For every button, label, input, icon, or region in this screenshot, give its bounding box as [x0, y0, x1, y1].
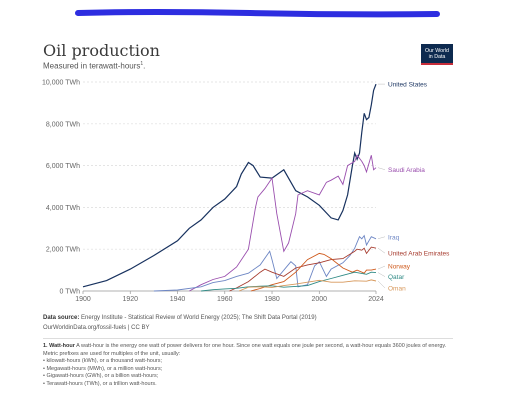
chart-subtitle: Measured in terawatt-hours1.	[43, 61, 146, 71]
footnote-item: • kilowatt-hours (kWh), or a thousand wa…	[43, 358, 162, 365]
series-line-united-states	[82, 83, 377, 288]
x-tick-label: 1980	[264, 296, 280, 303]
series-label-qatar: Qatar	[388, 274, 405, 281]
x-tick-label: 1940	[170, 296, 186, 303]
series-label-oman: Oman	[388, 285, 406, 292]
logo-line-2: in Data	[428, 53, 446, 60]
source-text: Energy Institute - Statistical Review of…	[81, 315, 317, 321]
footnote-prefix-intro: Metric prefixes are used for multiples o…	[43, 350, 181, 357]
series-labels: United States Saudi Arabia Iraq United Arab…	[377, 82, 450, 292]
series-label-connector	[377, 280, 386, 289]
series-label-norway: Norway	[388, 264, 411, 271]
y-tick-label: 0 TWh	[60, 289, 81, 296]
series-label-connector	[377, 265, 386, 270]
y-tick-label: 2,000 TWh	[46, 247, 80, 254]
scribble-annotation	[75, 9, 440, 18]
y-tick-label: 4,000 TWh	[46, 205, 80, 212]
logo-line-1: Our World	[424, 47, 450, 54]
series-label-united-arab-emirates: United Arab Emirates	[388, 251, 450, 258]
y-axis-ticks: 0 TWh 2,000 TWh 4,000 TWh 6,000 TWh 8,000 TW…	[42, 80, 80, 296]
footnote-item: • Terawatt-hours (TWh), or a trillion wa…	[43, 380, 157, 387]
series-label-saudi-arabia: Saudi Arabia	[388, 167, 425, 174]
series-line-iraq	[153, 234, 377, 292]
series-label-connector	[377, 272, 386, 277]
series-lines	[82, 83, 377, 292]
y-tick-label: 8,000 TWh	[46, 121, 80, 128]
source-url[interactable]: OurWorldinData.org/fossil-fuels | CC BY	[43, 325, 150, 331]
grid-lines	[83, 81, 376, 292]
x-tick-label: 1920	[122, 296, 138, 303]
x-tick-label: 2000	[312, 296, 328, 303]
footnote-item: • Megawatt-hours (MWh), or a million wat…	[43, 365, 163, 372]
series-line-united-arab-emirates	[229, 246, 377, 292]
series-label-united-states: United States	[388, 82, 428, 89]
series-label-iraq: Iraq	[388, 234, 400, 241]
x-axis-ticks: 1900 1920 1940 1960 1980 2000 2024	[75, 291, 384, 303]
footnote-item: • Gigawatt-hours (GWh), or a billion wat…	[43, 373, 159, 380]
y-tick-label: 10,000 TWh	[42, 80, 80, 87]
series-label-connector	[377, 167, 386, 170]
divider	[43, 338, 453, 339]
x-tick-label: 2024	[368, 296, 384, 303]
series-line-saudi-arabia	[189, 154, 377, 292]
x-tick-label: 1960	[217, 296, 233, 303]
footnote-body: A watt-hour is the energy one watt of po…	[76, 343, 447, 349]
footnote: 1. Watt-hour A watt-hour is the energy o…	[43, 343, 453, 389]
series-label-connector	[377, 236, 386, 239]
owid-logo[interactable]: Our World in Data	[421, 44, 453, 65]
y-tick-label: 6,000 TWh	[46, 163, 80, 170]
x-tick-label: 1900	[75, 296, 91, 303]
source-label: Data source:	[43, 315, 80, 321]
source-block: Data source: Energy Institute - Statisti…	[43, 313, 317, 333]
oil-production-chart: 0 TWh 2,000 TWh 4,000 TWh 6,000 TWh 8,000 TW…	[42, 80, 450, 304]
series-label-connector	[377, 247, 386, 254]
series-line-norway	[250, 252, 377, 292]
page-title: Oil production	[43, 41, 160, 60]
series-line-oman	[238, 279, 377, 292]
footnote-heading: 1. Watt-hour	[43, 343, 75, 349]
series-line-qatar	[201, 271, 377, 292]
